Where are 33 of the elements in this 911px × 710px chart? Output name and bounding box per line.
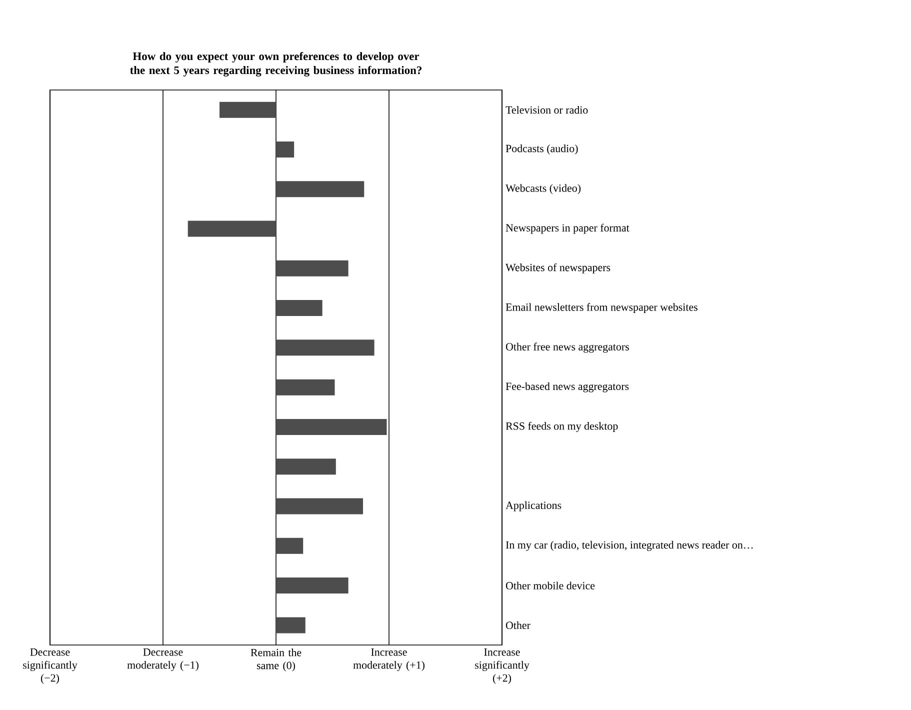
bar — [276, 181, 364, 198]
bar — [276, 578, 348, 594]
bar — [220, 102, 276, 118]
bar — [276, 340, 374, 356]
y-tick-label: Applications — [506, 501, 562, 512]
y-tick-label: Newspapers in paper format — [506, 224, 630, 234]
bar — [276, 617, 306, 634]
y-tick-label: Other free news aggregators — [506, 342, 629, 353]
y-tick-label: RSS feeds on my desktop — [506, 422, 618, 432]
y-tick-label: Webcasts (video) — [506, 184, 581, 194]
y-tick-label: In my car (radio, television, integrated news reader on… — [506, 540, 753, 551]
y-tick-label: Podcasts (audio) — [506, 144, 578, 154]
bar — [276, 300, 322, 316]
y-tick-label: Websites of newspapers — [506, 263, 610, 274]
bar — [276, 260, 348, 276]
x-tick-label: Increase significantly (+2) — [475, 648, 530, 684]
bar — [276, 458, 336, 475]
y-tick-label: Fee-based news aggregators — [506, 382, 629, 392]
y-tick-label: Other — [506, 621, 530, 630]
bar — [188, 220, 276, 237]
y-tick-label: Email newsletters from newspaper websites — [506, 303, 698, 314]
bar — [276, 498, 364, 514]
bar — [276, 379, 335, 396]
x-tick-label: Decrease moderately (−1) — [127, 648, 198, 672]
x-tick-label: Decrease significantly (−2) — [23, 648, 78, 684]
bar — [276, 141, 294, 158]
chart-title: How do you expect your own preferences to develop over the next 5 years regarding receiving business information? — [130, 52, 422, 77]
x-tick-label: Remain the same (0) — [250, 648, 302, 672]
x-tick-label: Increase moderately (+1) — [353, 648, 424, 672]
y-tick-label: Other mobile device — [506, 582, 595, 590]
y-tick-label: Television or radio — [506, 106, 588, 114]
bar — [276, 538, 304, 554]
bar — [276, 418, 387, 435]
